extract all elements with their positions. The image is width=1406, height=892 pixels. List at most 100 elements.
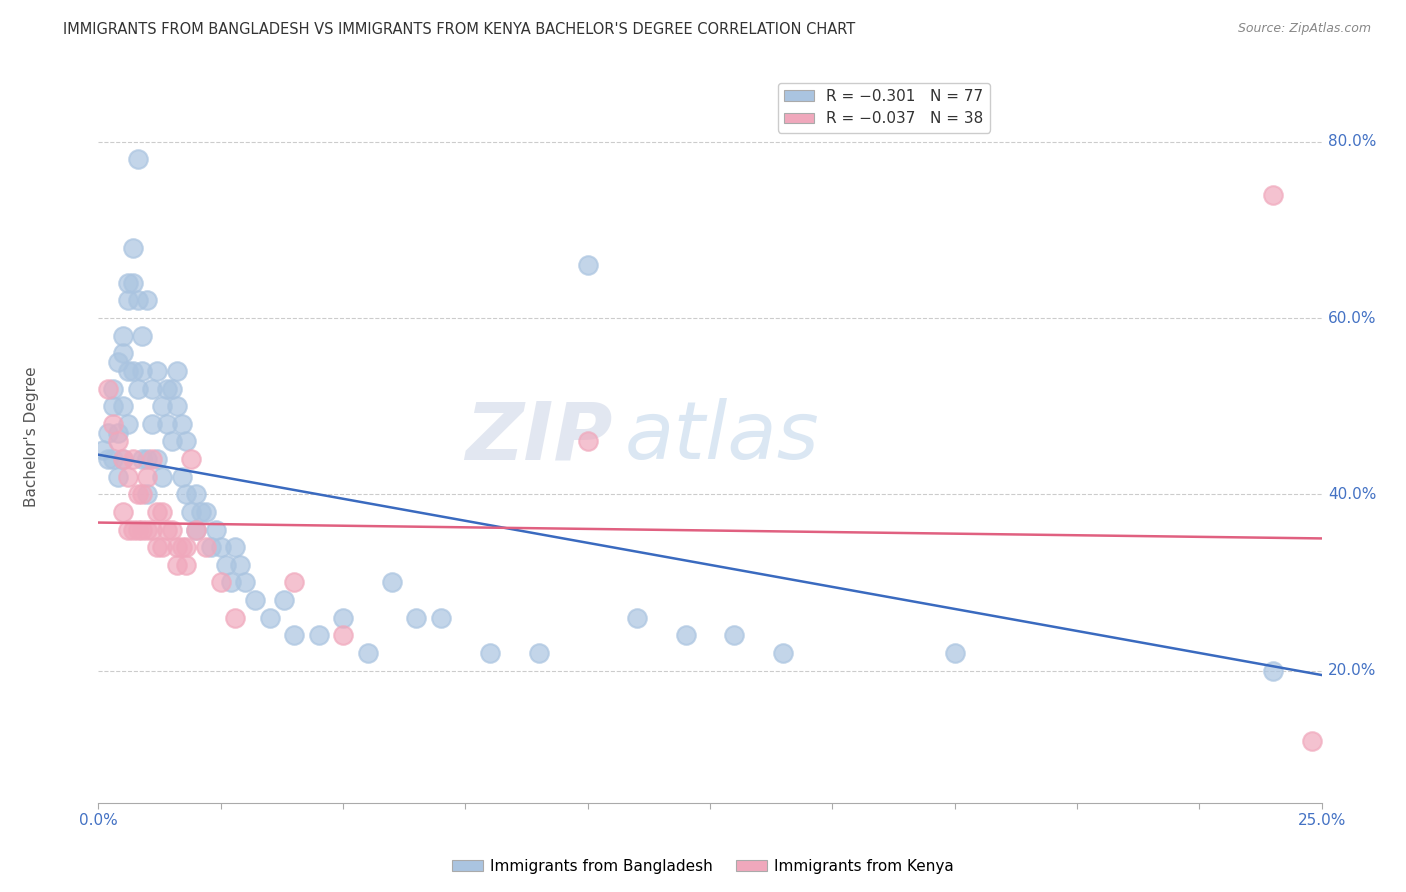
Point xyxy=(190,505,212,519)
Point xyxy=(141,452,163,467)
Point xyxy=(146,364,169,378)
Point xyxy=(121,276,143,290)
Point xyxy=(176,487,198,501)
Point xyxy=(170,417,193,431)
Text: ZIP: ZIP xyxy=(465,398,612,476)
Point xyxy=(91,443,114,458)
Point xyxy=(478,646,501,660)
Text: 20.0%: 20.0% xyxy=(1327,663,1376,678)
Point xyxy=(405,611,427,625)
Point xyxy=(141,382,163,396)
Point xyxy=(576,258,599,272)
Text: IMMIGRANTS FROM BANGLADESH VS IMMIGRANTS FROM KENYA BACHELOR'S DEGREE CORRELATIO: IMMIGRANTS FROM BANGLADESH VS IMMIGRANTS… xyxy=(63,22,855,37)
Point xyxy=(150,505,173,519)
Point xyxy=(170,469,193,483)
Point xyxy=(127,153,149,167)
Point xyxy=(186,523,208,537)
Point xyxy=(166,558,188,572)
Point xyxy=(160,382,183,396)
Point xyxy=(356,646,378,660)
Point xyxy=(160,434,183,449)
Point xyxy=(332,628,354,642)
Point xyxy=(117,523,139,537)
Point xyxy=(259,611,281,625)
Point xyxy=(224,611,246,625)
Point xyxy=(131,487,153,501)
Point xyxy=(308,628,330,642)
Point xyxy=(214,558,236,572)
Text: 80.0%: 80.0% xyxy=(1327,135,1376,149)
Point xyxy=(121,241,143,255)
Point xyxy=(121,452,143,467)
Point xyxy=(111,452,134,467)
Point xyxy=(166,399,188,413)
Point xyxy=(101,452,124,467)
Point xyxy=(111,399,134,413)
Point xyxy=(205,523,228,537)
Point xyxy=(170,540,193,554)
Point xyxy=(219,575,242,590)
Text: 60.0%: 60.0% xyxy=(1327,310,1376,326)
Point xyxy=(97,382,120,396)
Point xyxy=(117,469,139,483)
Point xyxy=(136,523,159,537)
Point xyxy=(136,293,159,308)
Point xyxy=(772,646,794,660)
Point xyxy=(180,505,202,519)
Point xyxy=(97,452,120,467)
Text: Source: ZipAtlas.com: Source: ZipAtlas.com xyxy=(1237,22,1371,36)
Point xyxy=(156,382,179,396)
Point xyxy=(111,452,134,467)
Point xyxy=(127,523,149,537)
Point xyxy=(209,575,232,590)
Point xyxy=(1301,734,1323,748)
Point xyxy=(150,540,173,554)
Point xyxy=(229,558,252,572)
Point xyxy=(111,346,134,360)
Point xyxy=(243,593,266,607)
Text: atlas: atlas xyxy=(624,398,820,476)
Point xyxy=(150,469,173,483)
Point xyxy=(101,417,124,431)
Point xyxy=(195,540,218,554)
Point xyxy=(107,425,129,440)
Point xyxy=(131,523,153,537)
Text: 40.0%: 40.0% xyxy=(1327,487,1376,502)
Point xyxy=(121,523,143,537)
Point xyxy=(136,487,159,501)
Point xyxy=(117,417,139,431)
Point xyxy=(97,425,120,440)
Point xyxy=(1261,664,1284,678)
Point xyxy=(117,364,139,378)
Point xyxy=(723,628,745,642)
Point xyxy=(101,399,124,413)
Legend: Immigrants from Bangladesh, Immigrants from Kenya: Immigrants from Bangladesh, Immigrants f… xyxy=(446,853,960,880)
Point xyxy=(176,558,198,572)
Point xyxy=(156,523,179,537)
Point xyxy=(146,540,169,554)
Point xyxy=(233,575,256,590)
Point xyxy=(117,293,139,308)
Point xyxy=(127,293,149,308)
Legend: R = −0.301   N = 77, R = −0.037   N = 38: R = −0.301 N = 77, R = −0.037 N = 38 xyxy=(778,83,990,133)
Point xyxy=(166,364,188,378)
Point xyxy=(131,452,153,467)
Point xyxy=(156,417,179,431)
Point xyxy=(107,434,129,449)
Point xyxy=(117,276,139,290)
Point xyxy=(209,540,232,554)
Point xyxy=(141,417,163,431)
Point xyxy=(283,628,305,642)
Point xyxy=(195,505,218,519)
Point xyxy=(111,328,134,343)
Point xyxy=(166,540,188,554)
Point xyxy=(121,364,143,378)
Point xyxy=(186,523,208,537)
Point xyxy=(200,540,222,554)
Point xyxy=(576,434,599,449)
Point xyxy=(127,487,149,501)
Text: Bachelor's Degree: Bachelor's Degree xyxy=(24,367,38,508)
Point xyxy=(430,611,453,625)
Point xyxy=(107,355,129,369)
Point xyxy=(131,364,153,378)
